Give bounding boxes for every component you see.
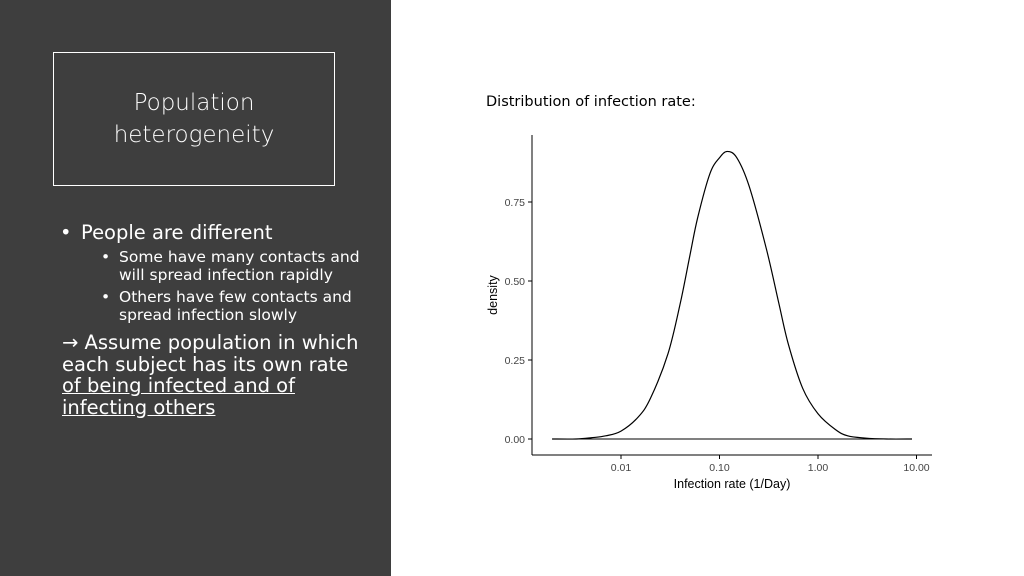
conclusion-text: → Assume population in which each subjec… [60,332,360,418]
sub-bullet-text: Some have many contacts and will spread … [119,248,360,284]
bullet-dot-icon: • [101,288,111,306]
bullet-list: • People are different • Some have many … [60,220,360,418]
sub-bullet: • Some have many contacts and will sprea… [60,248,360,284]
sub-bullet-list: • Some have many contacts and will sprea… [60,248,360,324]
x-tick-label: 1.00 [808,462,829,474]
x-tick-label: 0.10 [709,462,730,474]
y-tick-label: 0.50 [505,276,526,288]
title-box: Population heterogeneity [53,52,335,186]
x-axis-label: Infection rate (1/Day) [674,477,791,491]
arrow-right-icon: → [62,331,79,354]
x-tick-label: 10.00 [903,462,929,474]
sub-bullet: • Others have few contacts and spread in… [60,288,360,324]
bullet-main: • People are different [60,220,360,246]
y-tick-label: 0.25 [505,355,526,367]
x-tick-label: 0.01 [611,462,632,474]
bullet-dot-icon: • [60,221,72,244]
y-tick-label: 0.75 [505,197,526,209]
sub-bullet-text: Others have few contacts and spread infe… [119,288,352,324]
bullet-main-text: People are different [81,221,273,244]
title-panel: Population heterogeneity • People are di… [0,0,391,576]
bullet-dot-icon: • [101,248,111,266]
slide-title: Population heterogeneity [113,90,275,148]
y-axis-label: density [486,274,500,314]
conclusion-underlined: of being infected and of infecting other… [62,374,295,419]
chart-caption: Distribution of infection rate: [486,94,696,110]
density-curve [552,150,912,440]
y-tick-label: 0.00 [505,434,526,446]
conclusion-plain: Assume population in which each subject … [62,331,359,376]
